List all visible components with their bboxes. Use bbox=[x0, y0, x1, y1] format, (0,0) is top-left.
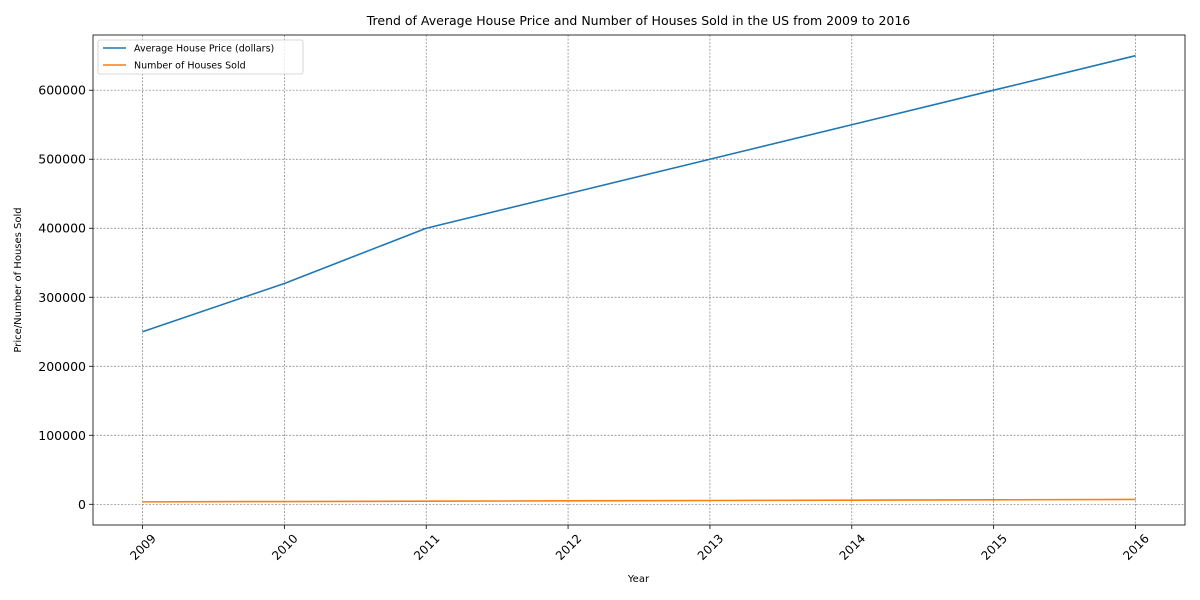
y-axis-label: Price/Number of Houses Sold bbox=[13, 207, 24, 352]
legend: Average House Price (dollars) Number of H… bbox=[97, 39, 304, 75]
legend-box bbox=[97, 39, 304, 75]
grid-layer bbox=[93, 35, 1185, 525]
y-tick-label: 400000 bbox=[38, 221, 86, 236]
y-tick-label: 200000 bbox=[38, 359, 86, 374]
series-line-2 bbox=[142, 498, 1136, 503]
series-layer bbox=[142, 54, 1136, 503]
plot-frame bbox=[92, 34, 1186, 526]
y-tick-label: 600000 bbox=[38, 83, 86, 98]
y-tick-label: 0 bbox=[78, 497, 86, 512]
series-line-1 bbox=[142, 54, 1136, 333]
y-axis-ticks: 0 100000 200000 300000 400000 500000 600000 bbox=[38, 83, 93, 512]
x-axis-label: Year bbox=[627, 574, 650, 585]
legend-label: Average House Price (dollars) bbox=[134, 44, 274, 55]
chart-title: Trend of Average House Price and Number … bbox=[366, 13, 911, 28]
y-tick-label: 500000 bbox=[38, 152, 86, 167]
y-tick-label: 300000 bbox=[38, 290, 86, 305]
legend-label: Number of Houses Sold bbox=[134, 61, 246, 72]
y-tick-label: 100000 bbox=[38, 428, 86, 443]
